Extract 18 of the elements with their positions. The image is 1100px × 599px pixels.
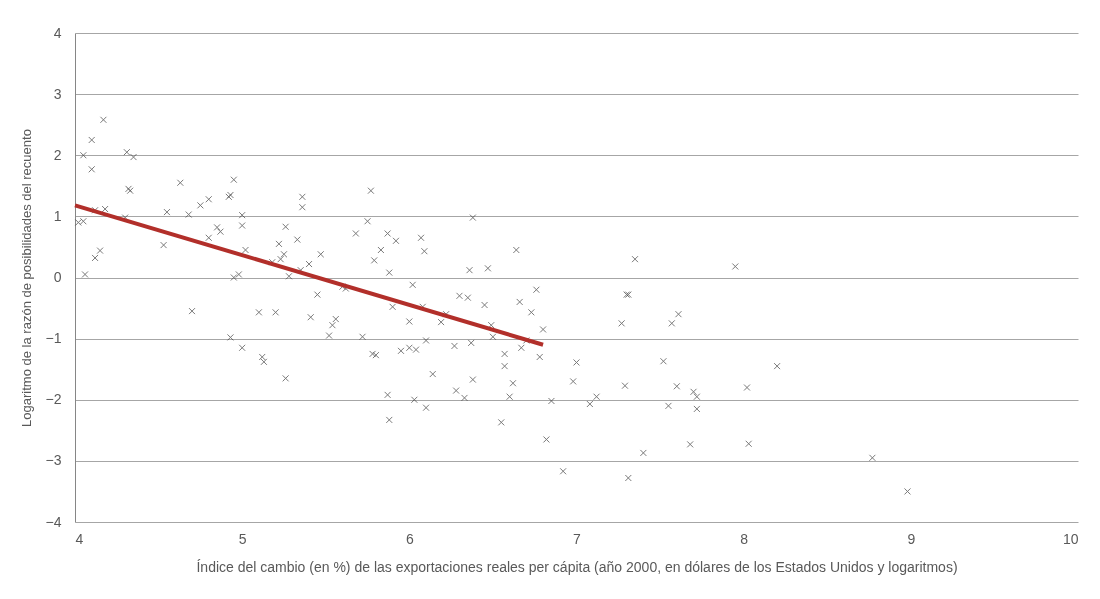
y-tick-label: 0 [53,269,62,285]
x-tick-label: 4 [75,530,84,547]
y-tick-label: −4 [45,513,62,530]
y-tick-label: 4 [53,24,62,41]
x-tick-label: 8 [740,530,749,547]
x-tick-label: 6 [405,530,414,547]
y-tick-label: 2 [53,146,62,163]
y-tick-label: 3 [53,85,62,102]
y-tick-label: 1 [53,207,62,224]
x-tick-label: 5 [238,530,247,547]
y-tick-label: −1 [45,330,62,347]
y-axis-title: Logaritmo de la razón de posibilidades del recuento [18,129,34,427]
x-axis-title: Índice del cambio (en %) de las exportaciones reales per cápita (año 2000, en dólares de los Estados Unidos y logaritmos) [196,558,958,575]
x-tick-label: 7 [573,530,582,547]
y-tick-label: −2 [45,391,62,408]
y-tick-label: −3 [45,452,62,469]
x-tick-label: 10 [1062,530,1079,547]
x-tick-label: 9 [907,530,916,547]
